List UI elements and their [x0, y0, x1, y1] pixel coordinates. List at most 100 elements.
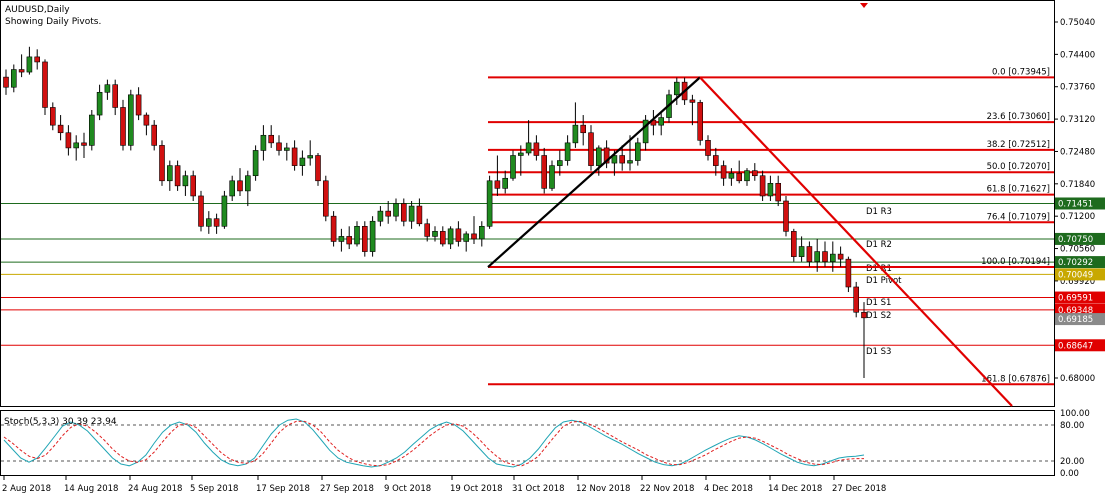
candle	[845, 256, 852, 293]
candle	[206, 211, 212, 234]
candle	[104, 79, 111, 100]
candle	[432, 226, 438, 242]
candle	[237, 168, 243, 196]
stoch-axis-label: 20.00	[1060, 457, 1084, 467]
candle	[276, 135, 282, 156]
y-tick-label: 0.69920	[1060, 277, 1095, 287]
candle	[416, 198, 423, 227]
candle	[11, 64, 17, 93]
y-tick-label: 0.71200	[1060, 212, 1095, 222]
candle	[728, 168, 735, 186]
y-tick-label: 0.70560	[1060, 245, 1095, 255]
candle	[299, 150, 306, 176]
x-tick-label: 9 Oct 2018	[384, 484, 431, 494]
candle	[322, 175, 329, 222]
candle	[720, 160, 727, 186]
y-tick-label: 0.75040	[1060, 18, 1095, 28]
candle	[49, 102, 56, 131]
candle	[307, 140, 314, 166]
candle	[486, 175, 493, 229]
candle	[580, 115, 587, 146]
uptrend-line[interactable]	[487, 76, 701, 268]
pivot-label: D1 Pivot	[866, 276, 902, 286]
x-tick-label: 4 Dec 2018	[704, 484, 753, 494]
y-tick-label: 0.73760	[1060, 83, 1095, 93]
x-tick-label: 17 Sep 2018	[256, 484, 310, 494]
candle	[783, 195, 789, 237]
pivot-price-badge: 0.71451	[1055, 197, 1105, 210]
current-price-badge: 0.69185	[1055, 313, 1105, 326]
pivot-label: D1 S3	[866, 347, 891, 357]
candle	[525, 120, 532, 156]
candle	[603, 140, 610, 169]
candle	[439, 226, 446, 247]
candlestick-series	[3, 46, 867, 378]
x-tick-label: 22 Nov 2018	[640, 484, 694, 494]
pivot-price-badge: 0.69591	[1055, 291, 1105, 304]
candle	[775, 175, 782, 207]
price-badge-text: 0.71451	[1058, 199, 1093, 209]
candle	[814, 238, 821, 272]
pivot-label: D1 R3	[866, 207, 892, 217]
candle	[3, 69, 9, 95]
candle	[447, 226, 454, 250]
candle	[517, 145, 524, 176]
pivot-lines: D1 R3 D1 R2 D1 R1 D1 Pivot D1 S1 D1 S2 D1 S3	[1, 202, 1054, 357]
price-badge-text: 0.70750	[1058, 235, 1093, 245]
candle	[634, 137, 641, 166]
fib-level-label: 161.8 [0.67876]	[981, 374, 1050, 384]
candle	[478, 221, 485, 247]
candle	[712, 147, 719, 176]
trend-lines[interactable]	[487, 76, 1013, 407]
candle	[354, 221, 360, 247]
candle	[829, 241, 836, 272]
fib-level-label: 38.2 [0.72512]	[987, 140, 1050, 150]
candle	[377, 206, 384, 227]
price-axis[interactable]: 0.75040 0.74400 0.73760 0.73120 0.72480 0.718…	[1054, 18, 1095, 384]
time-axis[interactable]: 2 Aug 2018 14 Aug 2018 24 Aug 2018 5 Sep 20…	[2, 476, 886, 494]
candle	[338, 228, 345, 252]
downtrend-line[interactable]	[699, 76, 1013, 407]
candle	[252, 145, 259, 181]
pivot-price-badge: 0.68647	[1055, 339, 1105, 352]
candle	[96, 84, 103, 121]
candle	[673, 77, 680, 105]
candle	[291, 140, 298, 171]
candle	[572, 102, 579, 148]
candle	[556, 150, 563, 176]
candle	[588, 125, 594, 171]
candle	[330, 211, 337, 247]
candle	[26, 46, 33, 75]
x-tick-label: 14 Aug 2018	[64, 484, 118, 494]
candle	[853, 281, 860, 318]
candle	[751, 163, 758, 181]
candle	[57, 115, 64, 141]
candle	[549, 160, 555, 191]
candle	[861, 302, 867, 378]
candle	[89, 109, 95, 151]
candle	[213, 213, 220, 234]
candle	[595, 145, 602, 176]
x-tick-label: 27 Sep 2018	[320, 484, 374, 494]
pivot-caption: Showing Daily Pivots.	[5, 17, 101, 27]
x-tick-label: 27 Dec 2018	[832, 484, 886, 494]
candle	[167, 160, 173, 191]
candle	[502, 170, 509, 194]
candle	[182, 170, 189, 196]
candle	[408, 201, 415, 229]
fibonacci-levels[interactable]: 0.0 [0.73945] 23.6 [0.73060] 38.2 [0.72512…	[488, 67, 1054, 386]
price-badge-text: 0.68647	[1058, 341, 1093, 351]
candle	[42, 59, 48, 116]
candle	[221, 190, 228, 229]
pivot-price-badge: 0.70049	[1055, 268, 1105, 281]
candle	[268, 125, 275, 148]
chart-options-arrow-icon[interactable]	[860, 3, 868, 8]
stochastic-oscillator: 100.00 80.00 20.00 0.00	[1, 409, 1090, 479]
pivot-price-badge: 0.70750	[1055, 232, 1105, 245]
pivot-label: D1 S2	[866, 311, 891, 321]
candle	[65, 125, 72, 156]
candle	[767, 175, 774, 202]
price-badge-text: 0.69185	[1058, 315, 1093, 325]
x-tick-label: 24 Aug 2018	[128, 484, 182, 494]
